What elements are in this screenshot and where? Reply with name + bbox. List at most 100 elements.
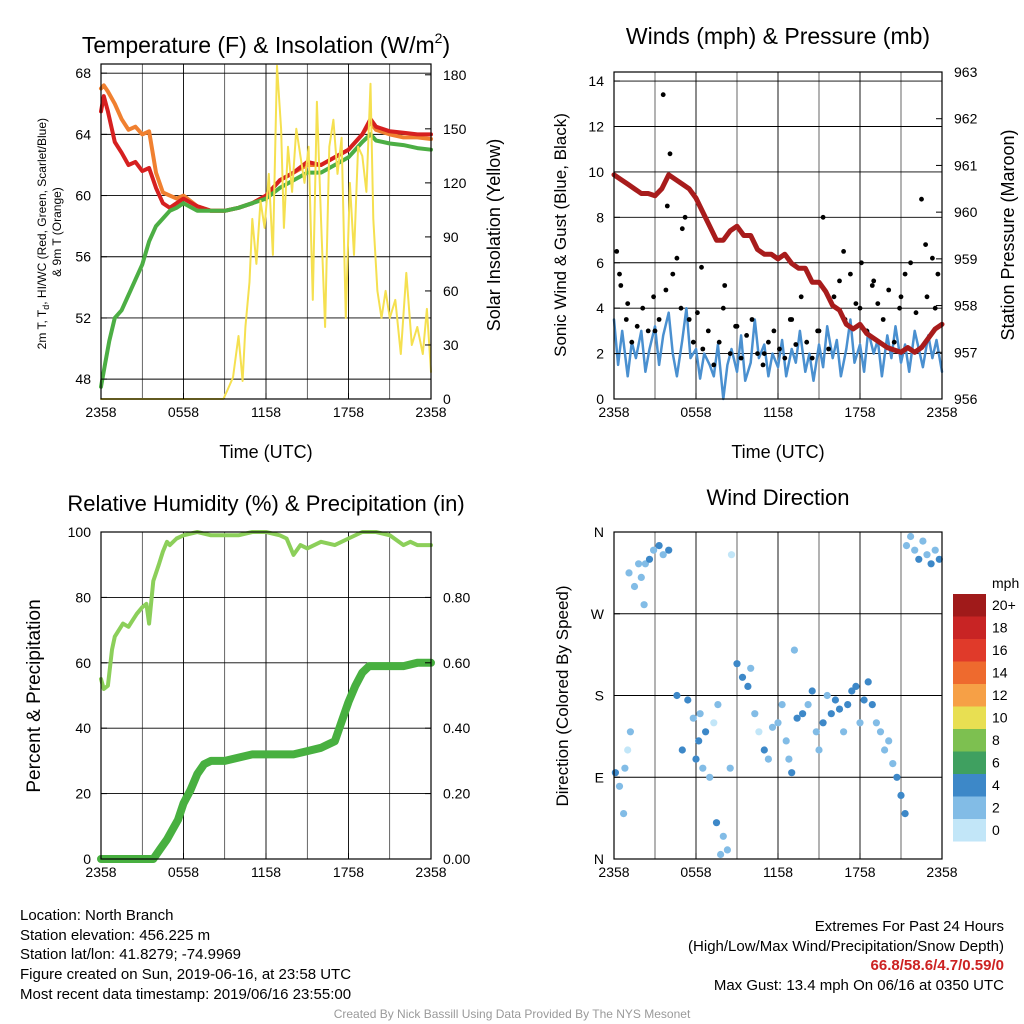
x-tick-label: 2358 <box>415 404 446 420</box>
colorbar-label: 12 <box>992 687 1008 703</box>
station-latlon: Station lat/lon: 41.8279; -74.9969 <box>20 946 242 964</box>
direction-point <box>835 705 844 713</box>
y-tick-label: W <box>591 606 605 622</box>
winds-title: Winds (mph) & Pressure (mb) <box>626 23 930 49</box>
gust-point <box>908 260 913 266</box>
direction-series <box>611 532 943 859</box>
gust-point <box>766 339 771 345</box>
y-tick-label: 100 <box>68 524 92 540</box>
x-tick-label: 0558 <box>680 404 711 420</box>
y2-tick-label: 0 <box>443 391 451 407</box>
direction-point <box>893 773 901 781</box>
y-tick-label: 6 <box>596 255 604 271</box>
gust-point <box>760 362 766 368</box>
gust-point <box>695 310 700 316</box>
y2-tick-label: 150 <box>443 121 467 137</box>
direction-point <box>823 691 831 700</box>
direction-point <box>692 755 700 763</box>
gust-point <box>700 346 706 352</box>
y-tick-label: N <box>594 524 604 540</box>
direction-point <box>923 551 931 559</box>
gust-point <box>809 355 815 361</box>
direction-point <box>630 582 639 591</box>
gust-point <box>831 294 837 300</box>
winds-series <box>611 92 945 401</box>
direction-point <box>621 764 629 772</box>
y2-tick-label: 961 <box>954 157 978 173</box>
colorbar-swatch <box>953 796 986 819</box>
extremes-subtitle: (High/Low/Max Wind/Precipitation/Snow De… <box>688 937 1004 955</box>
direction-point <box>637 573 645 582</box>
gust-point <box>755 351 760 356</box>
direction-point <box>696 710 704 718</box>
max-gust: Max Gust: 13.4 mph On 06/16 at 0350 UTC <box>713 977 1004 995</box>
direction-point <box>935 555 943 563</box>
temperature-ylabel-line2: & 9m T (Orange) <box>50 187 64 277</box>
direction-point <box>625 569 633 577</box>
speed-colorbar: mph 20+ 18 16 14 12 10 8 6 4 2 0 <box>953 575 1019 842</box>
colorbar-swatch <box>953 751 986 774</box>
winds-ylabel: Sonic Wind & Gust (Blue, Black) <box>551 113 570 357</box>
gust-point <box>634 323 640 329</box>
direction-point <box>831 696 840 704</box>
x-tick-label: 0558 <box>680 864 711 880</box>
direction-point <box>815 746 823 754</box>
colorbar-label: 0 <box>992 822 1000 838</box>
gust-point <box>660 92 666 98</box>
credit-line: Created By Nick Bassill Using Data Provi… <box>333 1007 691 1021</box>
precipitation-line <box>97 658 435 863</box>
y-tick-label: 60 <box>75 655 91 671</box>
x-tick-label: 1158 <box>251 404 281 420</box>
direction-point <box>812 728 820 736</box>
direction-point <box>790 646 799 654</box>
direction-grid <box>614 531 942 860</box>
gust-point <box>667 151 673 157</box>
gust-point <box>848 271 853 277</box>
x-tick-label: 1758 <box>333 404 364 420</box>
y-tick-label: 52 <box>75 310 91 326</box>
colorbar-label: 10 <box>992 710 1008 726</box>
gust-point <box>744 333 749 338</box>
direction-point <box>615 782 624 790</box>
rh-grid <box>101 531 431 860</box>
y2-tick-label: 180 <box>443 67 467 83</box>
rh-ylabel: Percent & Precipitation <box>24 599 45 792</box>
direction-point <box>881 746 889 754</box>
gust-point <box>645 328 651 334</box>
direction-point <box>868 701 876 709</box>
gust-point <box>674 255 680 261</box>
y-tick-label: 0 <box>596 391 604 407</box>
x-tick-label: 1758 <box>333 864 364 880</box>
direction-point <box>620 810 628 818</box>
gust-point <box>902 271 908 277</box>
winds-xlabel: Time (UTC) <box>731 442 824 462</box>
gust-point <box>771 328 777 334</box>
direction-point <box>723 846 732 854</box>
direction-point <box>927 560 935 568</box>
gust-point <box>777 346 782 352</box>
gust-point <box>898 294 904 300</box>
y2-tick-label: 962 <box>954 111 978 127</box>
station-info: Location: North Branch Station elevation… <box>20 906 351 1005</box>
direction-point <box>911 546 919 554</box>
colorbar-swatch <box>953 639 986 662</box>
colorbar-swatch <box>953 706 986 729</box>
gust-point <box>891 339 897 345</box>
rh-title: Relative Humidity (%) & Precipitation (i… <box>67 491 464 516</box>
gust-point <box>734 323 740 329</box>
gust-point <box>913 310 919 316</box>
direction-point <box>764 755 773 763</box>
gust-point <box>930 255 935 261</box>
gust-point <box>880 317 886 322</box>
gust-point <box>629 339 635 345</box>
y2-tick-label: 0.80 <box>443 589 470 605</box>
y2-tick-label: 0.00 <box>443 851 470 867</box>
colorbar-label: 20+ <box>992 597 1016 613</box>
x-tick-label: 0558 <box>168 404 199 420</box>
gust-point <box>798 294 804 300</box>
colorbar-swatch <box>953 729 986 752</box>
extremes-info: Extremes For Past 24 Hours (High/Low/Max… <box>688 917 1004 996</box>
y-tick-label: 48 <box>75 371 91 387</box>
gust-point <box>705 328 711 334</box>
